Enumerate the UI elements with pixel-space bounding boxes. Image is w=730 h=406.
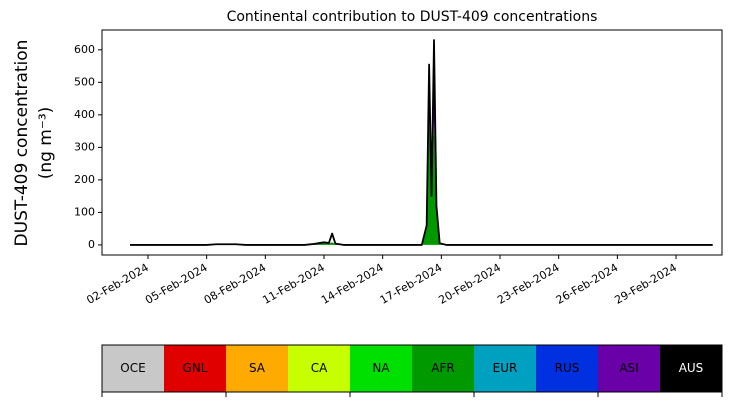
- area: [130, 114, 713, 245]
- legend-swatch: [288, 345, 350, 392]
- y-tick-label: 100: [74, 205, 95, 218]
- y-tick-label: 300: [74, 140, 95, 153]
- x-tick-label: 17-Feb-2024: [378, 261, 445, 307]
- y-tick-label: 600: [74, 43, 95, 56]
- legend-swatch: [536, 345, 598, 392]
- legend-label: OCE: [120, 361, 145, 375]
- legend-label: ASI: [619, 361, 638, 375]
- x-tick-label: 20-Feb-2024: [436, 261, 503, 307]
- legend-swatch: [412, 345, 474, 392]
- x-tick-label: 26-Feb-2024: [554, 261, 621, 307]
- total-line: [130, 39, 713, 246]
- y-axis-label: (ng m⁻³): [36, 107, 56, 180]
- y-tick-label: 200: [74, 173, 95, 186]
- x-tick-label: 08-Feb-2024: [202, 261, 269, 307]
- y-tick-label: 0: [88, 238, 95, 251]
- x-tick-label: 14-Feb-2024: [319, 261, 386, 307]
- legend-swatch: [350, 345, 412, 392]
- y-tick-label: 400: [74, 108, 95, 121]
- legend-label: SA: [249, 361, 266, 375]
- legend-frame: [101, 344, 723, 393]
- area: [130, 43, 713, 245]
- legend-label: GNL: [183, 361, 208, 375]
- legend-label: AUS: [679, 361, 704, 375]
- x-tick-label: 11-Feb-2024: [260, 261, 327, 307]
- x-tick-label: 05-Feb-2024: [143, 261, 210, 307]
- legend-swatch: [102, 345, 164, 392]
- legend-swatch: [474, 345, 536, 392]
- legend-swatch: [660, 345, 722, 392]
- legend-label: CA: [311, 361, 328, 375]
- plot-frame: [101, 29, 723, 256]
- legend-label: AFR: [431, 361, 454, 375]
- legend-label: EUR: [493, 361, 518, 375]
- x-tick-label: 23-Feb-2024: [495, 261, 562, 307]
- legend-swatch: [226, 345, 288, 392]
- legend-swatch: [598, 345, 660, 392]
- x-tick-label: 29-Feb-2024: [612, 261, 679, 307]
- legend-swatch: [164, 345, 226, 392]
- y-axis-label: DUST-409 concentration: [12, 40, 32, 247]
- x-tick-label: 02-Feb-2024: [84, 261, 151, 307]
- y-tick-label: 500: [74, 75, 95, 88]
- legend-label: RUS: [555, 361, 580, 375]
- chart-title: Continental contribution to DUST-409 con…: [227, 9, 598, 25]
- legend-label: NA: [372, 361, 390, 375]
